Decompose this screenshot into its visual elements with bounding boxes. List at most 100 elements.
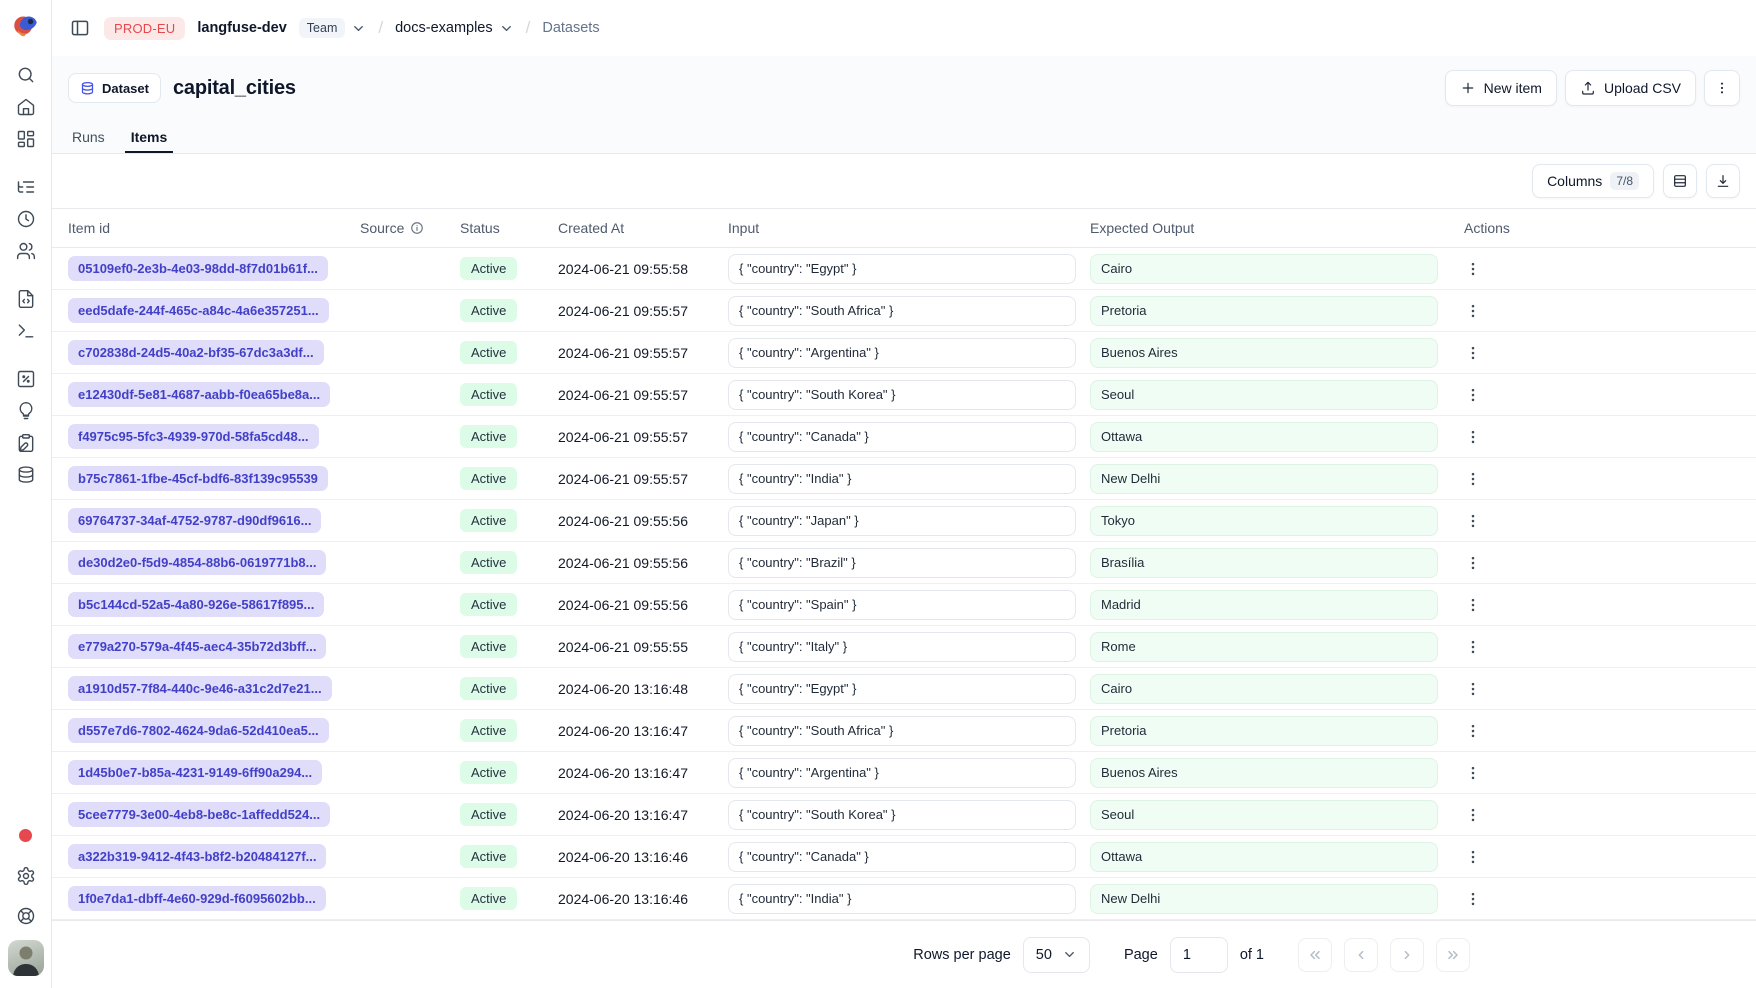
expected-output-value: New Delhi <box>1090 884 1438 914</box>
status-badge: Active <box>460 887 517 910</box>
item-id-badge[interactable]: 69764737-34af-4752-9787-d90df9616... <box>68 508 321 533</box>
item-id-badge[interactable]: 5cee7779-3e00-4eb8-be8c-1affedd524... <box>68 802 330 827</box>
actions-cell <box>1452 466 1756 492</box>
dashboards-icon[interactable] <box>9 123 43 155</box>
expected-output-value: Brasília <box>1090 548 1438 578</box>
row-actions-button[interactable] <box>1460 256 1486 282</box>
input-value: { "country": "South Korea" } <box>728 380 1076 410</box>
upload-csv-button[interactable]: Upload CSV <box>1565 70 1696 106</box>
row-actions-button[interactable] <box>1460 886 1486 912</box>
new-item-button[interactable]: New item <box>1445 70 1557 106</box>
created-at-cell: 2024-06-20 13:16:46 <box>558 891 728 907</box>
row-actions-button[interactable] <box>1460 466 1486 492</box>
column-header-item-id[interactable]: Item id <box>68 220 360 236</box>
export-button[interactable] <box>1706 164 1740 198</box>
row-actions-button[interactable] <box>1460 760 1486 786</box>
tracing-icon[interactable] <box>9 171 43 203</box>
item-id-badge[interactable]: d557e7d6-7802-4624-9da6-52d410ea5... <box>68 718 329 743</box>
breadcrumb-section[interactable]: Datasets <box>542 20 599 36</box>
first-page-button[interactable] <box>1298 938 1332 972</box>
prompts-icon[interactable] <box>9 283 43 315</box>
item-id-badge[interactable]: eed5dafe-244f-465c-a84c-4a6e357251... <box>68 298 329 323</box>
rows-per-page-select[interactable]: 50 <box>1023 937 1090 973</box>
project-switcher[interactable]: docs-examples <box>395 20 514 36</box>
item-id-cell: b75c7861-1fbe-45cf-bdf6-83f139c95539 <box>68 466 360 491</box>
status-cell: Active <box>460 719 558 742</box>
chevron-left-icon <box>1353 947 1369 963</box>
table-row: de30d2e0-f5d9-4854-88b6-0619771b8... Act… <box>52 542 1756 584</box>
row-actions-button[interactable] <box>1460 802 1486 828</box>
insights-icon[interactable] <box>9 395 43 427</box>
row-actions-button[interactable] <box>1460 298 1486 324</box>
support-icon[interactable] <box>9 900 43 932</box>
page-input[interactable] <box>1170 937 1228 973</box>
column-header-input[interactable]: Input <box>728 220 1090 236</box>
status-cell: Active <box>460 257 558 280</box>
row-actions-button[interactable] <box>1460 382 1486 408</box>
table-row: c702838d-24d5-40a2-bf35-67dc3a3df... Act… <box>52 332 1756 374</box>
datasets-icon[interactable] <box>9 459 43 491</box>
item-id-badge[interactable]: 1f0e7da1-dbff-4e60-929d-f6095602bb... <box>68 886 326 911</box>
columns-button[interactable]: Columns 7/8 <box>1532 164 1654 198</box>
next-page-button[interactable] <box>1390 938 1424 972</box>
search-icon[interactable] <box>9 59 43 91</box>
kebab-menu-icon <box>1464 764 1482 782</box>
previous-page-button[interactable] <box>1344 938 1378 972</box>
users-icon[interactable] <box>9 235 43 267</box>
table-row: a1910d57-7f84-440c-9e46-a31c2d7e21... Ac… <box>52 668 1756 710</box>
row-actions-button[interactable] <box>1460 424 1486 450</box>
record-indicator-icon[interactable] <box>19 829 32 842</box>
status-badge: Active <box>460 299 517 322</box>
input-value: { "country": "South Africa" } <box>728 716 1076 746</box>
item-id-badge[interactable]: 1d45b0e7-b85a-4231-9149-6ff90a294... <box>68 760 322 785</box>
item-id-badge[interactable]: f4975c95-5fc3-4939-970d-58fa5cd48... <box>68 424 319 449</box>
dataset-menu-button[interactable] <box>1704 70 1740 106</box>
row-actions-button[interactable] <box>1460 634 1486 660</box>
langfuse-logo-icon[interactable] <box>12 12 39 39</box>
column-header-status[interactable]: Status <box>460 220 558 236</box>
row-actions-button[interactable] <box>1460 844 1486 870</box>
user-avatar[interactable] <box>8 940 44 976</box>
item-id-badge[interactable]: a322b319-9412-4f43-b8f2-b20484127f... <box>68 844 326 869</box>
item-id-badge[interactable]: c702838d-24d5-40a2-bf35-67dc3a3df... <box>68 340 324 365</box>
created-at-cell: 2024-06-21 09:55:58 <box>558 261 728 277</box>
org-switcher[interactable]: Team <box>299 18 367 38</box>
status-badge: Active <box>460 677 517 700</box>
tab-runs[interactable]: Runs <box>70 116 107 153</box>
row-actions-button[interactable] <box>1460 340 1486 366</box>
row-actions-button[interactable] <box>1460 592 1486 618</box>
title-row: Dataset capital_cities New item Upload C… <box>52 56 1756 116</box>
item-id-badge[interactable]: e12430df-5e81-4687-aabb-f0ea65be8a... <box>68 382 330 407</box>
last-page-button[interactable] <box>1436 938 1470 972</box>
column-header-source[interactable]: Source <box>360 220 460 236</box>
input-value: { "country": "South Korea" } <box>728 800 1076 830</box>
item-id-badge[interactable]: a1910d57-7f84-440c-9e46-a31c2d7e21... <box>68 676 332 701</box>
upload-csv-label: Upload CSV <box>1604 80 1681 96</box>
pagination-nav <box>1298 938 1470 972</box>
item-id-badge[interactable]: b75c7861-1fbe-45cf-bdf6-83f139c95539 <box>68 466 328 491</box>
tab-items[interactable]: Items <box>129 116 170 153</box>
row-actions-button[interactable] <box>1460 718 1486 744</box>
row-actions-button[interactable] <box>1460 676 1486 702</box>
item-id-badge[interactable]: b5c144cd-52a5-4a80-926e-58617f895... <box>68 592 324 617</box>
item-id-badge[interactable]: 05109ef0-2e3b-4e03-98dd-8f7d01b61f... <box>68 256 328 281</box>
row-actions-button[interactable] <box>1460 550 1486 576</box>
annotation-icon[interactable] <box>9 427 43 459</box>
item-id-badge[interactable]: e779a270-579a-4f45-aec4-35b72d3bff... <box>68 634 326 659</box>
item-id-badge[interactable]: de30d2e0-f5d9-4854-88b6-0619771b8... <box>68 550 326 575</box>
row-actions-button[interactable] <box>1460 508 1486 534</box>
kebab-menu-icon <box>1464 260 1482 278</box>
playground-icon[interactable] <box>9 315 43 347</box>
home-icon[interactable] <box>9 91 43 123</box>
settings-icon[interactable] <box>9 860 43 892</box>
sidebar-toggle-icon[interactable] <box>68 16 92 40</box>
org-name[interactable]: langfuse-dev <box>197 20 286 36</box>
column-header-expected-output[interactable]: Expected Output <box>1090 220 1452 236</box>
expected-output-value: Cairo <box>1090 674 1438 704</box>
sessions-icon[interactable] <box>9 203 43 235</box>
expected-output-cell: Cairo <box>1090 254 1452 284</box>
row-height-button[interactable] <box>1663 164 1697 198</box>
evaluations-icon[interactable] <box>9 363 43 395</box>
status-cell: Active <box>460 887 558 910</box>
column-header-created-at[interactable]: Created At <box>558 220 728 236</box>
